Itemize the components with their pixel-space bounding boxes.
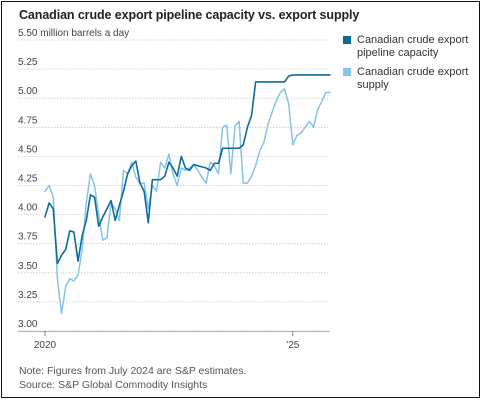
y-tick-label: 4.75 xyxy=(18,115,38,126)
y-tick-label: 4.25 xyxy=(18,174,38,185)
chart-note: Note: Figures from July 2024 are S&P est… xyxy=(19,365,247,377)
line-chart: 5.50 million barrels a day 5.25 5.00 4.75 4.… xyxy=(18,28,331,351)
legend-swatch-capacity xyxy=(343,36,351,44)
y-tick-label: 5.25 xyxy=(18,57,38,68)
chart-frame: Canadian crude export pipeline capacity … xyxy=(1,1,480,398)
series-line-supply xyxy=(44,88,331,315)
y-tick-label: 3.00 xyxy=(18,319,38,330)
y-tick-label: 3.25 xyxy=(18,290,38,301)
y-tick-label-top: 5.50 million barrels a day xyxy=(18,28,129,39)
y-tick-label: 5.00 xyxy=(18,86,38,97)
chart-title: Canadian crude export pipeline capacity … xyxy=(19,8,360,22)
x-tick-label: '25 xyxy=(286,340,299,351)
y-axis-ticks: 5.50 million barrels a day 5.25 5.00 4.75 4.… xyxy=(18,28,129,330)
legend-swatch-supply xyxy=(343,68,351,76)
y-tick-label: 3.75 xyxy=(18,232,38,243)
chart-source: Source: S&P Global Commodity Insights xyxy=(19,379,208,391)
series-lines xyxy=(44,74,331,315)
x-axis-ticks: 2020 '25 xyxy=(34,331,300,351)
y-tick-label: 4.50 xyxy=(18,144,38,155)
gridlines xyxy=(18,39,330,332)
y-tick-label: 3.50 xyxy=(18,261,38,272)
y-tick-label: 4.00 xyxy=(18,203,38,214)
legend-label-capacity: Canadian crude export pipeline capacity xyxy=(357,34,469,59)
x-tick-label: 2020 xyxy=(34,340,57,351)
legend-label-supply: Canadian crude export supply xyxy=(357,66,469,91)
series-line-capacity xyxy=(44,74,331,265)
